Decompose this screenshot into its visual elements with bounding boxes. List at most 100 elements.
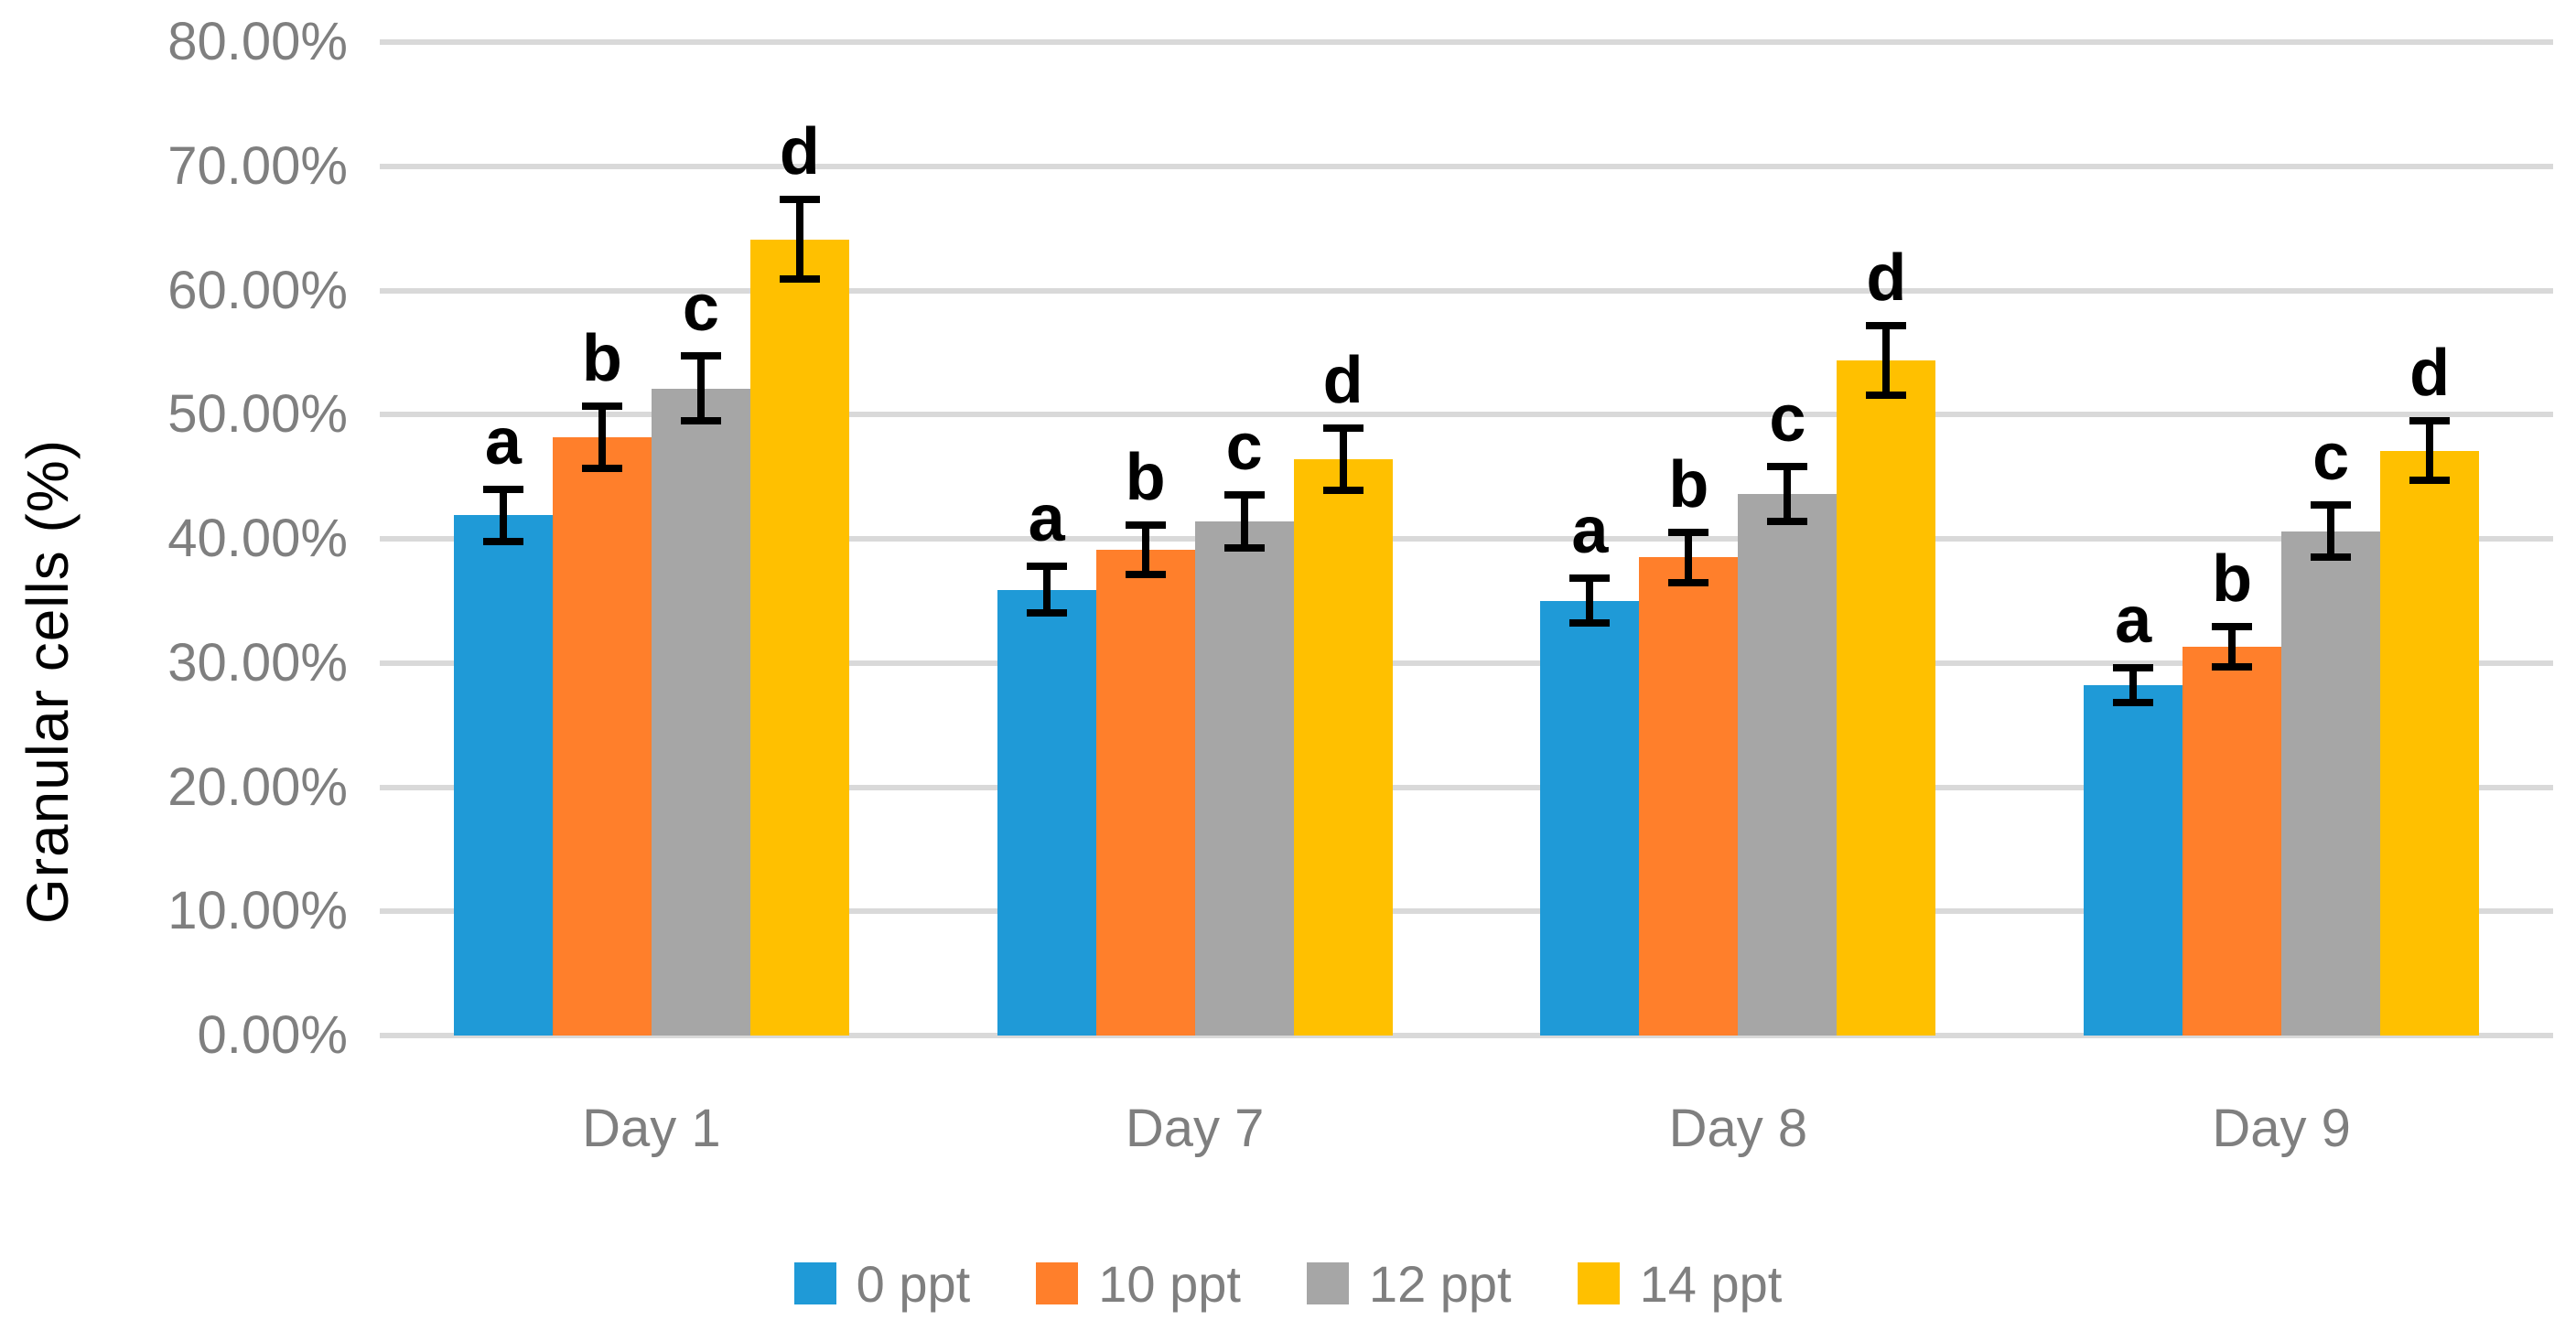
significance-letter: a bbox=[1028, 481, 1065, 555]
error-bar bbox=[499, 488, 507, 542]
bar-0-ppt-Day-1 bbox=[453, 515, 553, 1036]
y-tick-label: 60.00% bbox=[167, 260, 348, 320]
y-tick-label: 10.00% bbox=[167, 881, 348, 941]
x-category-label: Day 9 bbox=[2212, 1099, 2351, 1158]
error-bar bbox=[2327, 505, 2335, 558]
legend: 0 ppt 10 ppt 12 ppt 14 ppt bbox=[0, 1242, 2576, 1325]
error-bar bbox=[1882, 325, 1891, 395]
error-bar-cap bbox=[1866, 321, 1907, 329]
error-bar-cap bbox=[1322, 424, 1363, 433]
significance-letter: d bbox=[2409, 337, 2451, 411]
error-bar-cap bbox=[482, 485, 523, 493]
bar-14-ppt-Day-7 bbox=[1293, 459, 1393, 1036]
error-bar-cap bbox=[2113, 699, 2154, 707]
significance-letter: c bbox=[2312, 421, 2350, 495]
error-bar-cap bbox=[581, 402, 622, 410]
x-axis-line bbox=[380, 1033, 2553, 1038]
bar-12-ppt-Day-8 bbox=[1738, 494, 1838, 1036]
legend-label: 12 ppt bbox=[1368, 1254, 1512, 1313]
significance-letter: a bbox=[484, 404, 522, 478]
legend-label: 0 ppt bbox=[856, 1254, 971, 1313]
error-bar-cap bbox=[1125, 571, 1166, 579]
error-bar-cap bbox=[1569, 574, 1611, 583]
bar-0-ppt-Day-7 bbox=[997, 589, 1096, 1036]
legend-item-10-ppt: 10 ppt bbox=[1036, 1254, 1241, 1314]
error-bar-cap bbox=[1569, 619, 1611, 628]
error-bar-cap bbox=[2409, 417, 2451, 425]
bar-10-ppt-Day-1 bbox=[552, 436, 652, 1036]
y-tick-label: 0.00% bbox=[197, 1005, 348, 1065]
error-bar bbox=[1240, 495, 1248, 548]
gridline bbox=[380, 287, 2553, 294]
error-bar bbox=[1042, 565, 1051, 614]
y-tick-label: 40.00% bbox=[167, 509, 348, 568]
significance-letter: d bbox=[1866, 241, 1907, 315]
bar-10-ppt-Day-8 bbox=[1639, 557, 1739, 1036]
bar-12-ppt-Day-7 bbox=[1194, 521, 1294, 1036]
legend-item-12-ppt: 12 ppt bbox=[1306, 1254, 1512, 1314]
legend-swatch bbox=[1577, 1262, 1620, 1304]
error-bar-cap bbox=[1767, 517, 1808, 525]
y-tick-label: 70.00% bbox=[167, 135, 348, 196]
error-bar-cap bbox=[1866, 391, 1907, 399]
bar-14-ppt-Day-9 bbox=[2380, 450, 2480, 1036]
significance-letter: d bbox=[779, 115, 820, 189]
error-bar bbox=[1784, 467, 1792, 521]
error-bar-cap bbox=[1026, 562, 1067, 570]
legend-label: 14 ppt bbox=[1639, 1254, 1783, 1313]
y-tick-label: 50.00% bbox=[167, 384, 348, 445]
error-bar-cap bbox=[2212, 623, 2253, 631]
significance-letter: c bbox=[682, 272, 719, 346]
legend-item-0-ppt: 0 ppt bbox=[793, 1254, 971, 1314]
significance-letter: c bbox=[1225, 411, 1263, 485]
error-bar-cap bbox=[779, 196, 820, 204]
error-bar-cap bbox=[1223, 543, 1265, 552]
error-bar-cap bbox=[1668, 578, 1709, 586]
significance-letter: b bbox=[1125, 441, 1166, 515]
error-bar bbox=[2129, 668, 2138, 703]
error-bar-cap bbox=[680, 417, 721, 425]
x-category-label: Day 7 bbox=[1125, 1099, 1265, 1158]
significance-letter: c bbox=[1769, 382, 1806, 456]
error-bar-cap bbox=[2409, 477, 2451, 485]
y-tick-label: 80.00% bbox=[167, 12, 348, 71]
error-bar-cap bbox=[2311, 501, 2352, 510]
y-tick-label: 20.00% bbox=[167, 757, 348, 817]
gridline bbox=[380, 39, 2553, 45]
significance-letter: b bbox=[2212, 542, 2253, 617]
bar-10-ppt-Day-7 bbox=[1095, 550, 1195, 1036]
error-bar bbox=[2228, 627, 2236, 667]
error-bar-cap bbox=[482, 537, 523, 545]
gridline bbox=[380, 412, 2553, 418]
significance-letter: a bbox=[2115, 584, 2152, 658]
bar-0-ppt-Day-9 bbox=[2084, 685, 2183, 1036]
error-bar-cap bbox=[779, 275, 820, 284]
error-bar bbox=[1141, 525, 1149, 575]
legend-swatch bbox=[1306, 1262, 1349, 1304]
legend-item-14-ppt: 14 ppt bbox=[1577, 1254, 1783, 1314]
error-bar-cap bbox=[1026, 609, 1067, 617]
error-bar-cap bbox=[1767, 463, 1808, 471]
legend-swatch bbox=[793, 1262, 836, 1304]
bar-12-ppt-Day-9 bbox=[2281, 531, 2381, 1036]
bar-12-ppt-Day-1 bbox=[651, 388, 750, 1036]
error-bar-cap bbox=[2212, 662, 2253, 671]
x-category-label: Day 8 bbox=[1668, 1099, 1808, 1158]
error-bar-cap bbox=[1125, 521, 1166, 530]
bar-10-ppt-Day-9 bbox=[2183, 647, 2282, 1036]
error-bar-cap bbox=[581, 464, 622, 472]
significance-letter: b bbox=[581, 321, 622, 395]
bar-14-ppt-Day-1 bbox=[749, 239, 849, 1036]
significance-letter: d bbox=[1322, 344, 1363, 418]
error-bar bbox=[795, 199, 803, 280]
error-bar-cap bbox=[2311, 553, 2352, 562]
error-bar bbox=[1339, 428, 1347, 491]
error-bar bbox=[696, 356, 705, 422]
error-bar-cap bbox=[2113, 664, 2154, 672]
gridline bbox=[380, 784, 2553, 790]
gridline bbox=[380, 660, 2553, 666]
significance-letter: b bbox=[1668, 448, 1709, 522]
bar-0-ppt-Day-8 bbox=[1540, 600, 1640, 1036]
gridline bbox=[380, 536, 2553, 542]
